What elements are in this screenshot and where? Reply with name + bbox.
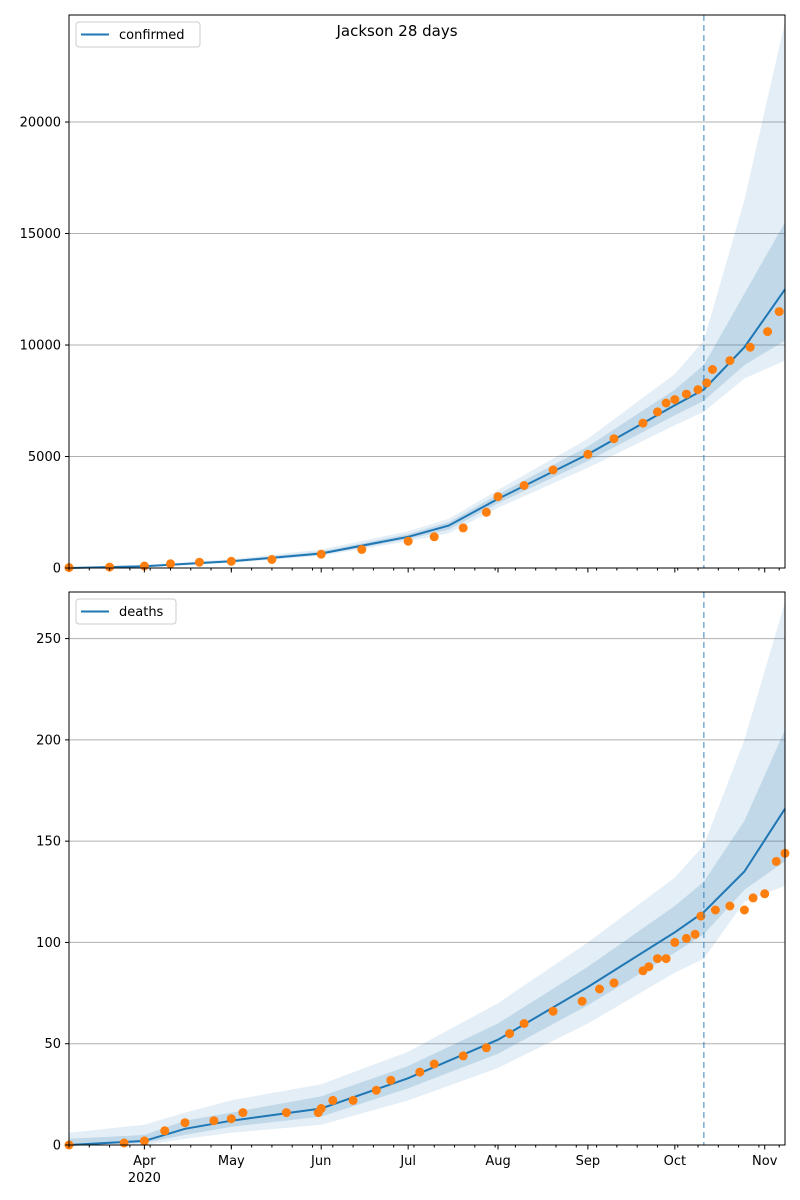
observed-point xyxy=(748,893,758,903)
observed-point xyxy=(371,1085,381,1095)
observed-point xyxy=(661,954,671,964)
y-tick-label: 150 xyxy=(36,835,61,850)
observed-point xyxy=(653,407,662,417)
observed-point xyxy=(226,1114,236,1124)
x-tick-label: Aug xyxy=(485,1154,510,1169)
observed-point xyxy=(638,418,648,428)
y-tick-label: 15000 xyxy=(20,227,61,242)
axes-frame xyxy=(68,14,786,569)
x-tick-label: Jun xyxy=(310,1154,331,1169)
observed-point xyxy=(458,523,468,533)
observed-point xyxy=(505,1029,515,1039)
deaths-panel: 0 50 100 150 200 250 Apr May Jun Jul Aug Sep Oct Nov 2… xyxy=(36,591,790,1186)
legend-box xyxy=(75,21,201,48)
observed-point xyxy=(725,901,735,911)
observed-point xyxy=(238,1108,248,1118)
observed-point xyxy=(160,1126,170,1136)
observed-point xyxy=(548,465,558,475)
observed-point xyxy=(548,1006,558,1016)
x-year-label: 2020 xyxy=(128,1171,161,1186)
observed-point xyxy=(403,536,413,546)
observed-point xyxy=(328,1095,338,1105)
y-tick-label: 10000 xyxy=(20,339,61,354)
x-tick-label: Sep xyxy=(576,1154,601,1169)
observed-point xyxy=(670,395,680,405)
observed-point xyxy=(681,389,691,399)
observed-point xyxy=(690,929,700,939)
observed-point xyxy=(609,434,619,444)
x-tick-label: Apr xyxy=(133,1154,156,1169)
observed-point xyxy=(316,549,326,559)
observed-point xyxy=(763,327,773,337)
legend-box xyxy=(75,598,177,625)
observed-point xyxy=(653,954,662,964)
y-tick-label: 200 xyxy=(36,733,61,748)
x-tick-label: May xyxy=(218,1154,245,1169)
observed-point xyxy=(670,937,680,947)
observed-point xyxy=(458,1051,468,1061)
observed-point xyxy=(681,933,691,943)
y-tick-label: 100 xyxy=(36,936,61,951)
observed-point xyxy=(583,449,593,459)
observed-point xyxy=(281,1108,291,1118)
uncertainty-band-outer xyxy=(69,21,785,568)
observed-point xyxy=(725,356,735,366)
observed-point xyxy=(771,856,781,866)
uncertainty-band-inner xyxy=(69,729,785,1145)
observed-point xyxy=(267,555,277,564)
observed-point xyxy=(209,1116,219,1126)
observed-point xyxy=(708,365,717,374)
observed-point xyxy=(348,1095,358,1105)
observed-point xyxy=(493,492,503,502)
observed-point xyxy=(595,984,604,994)
observed-point xyxy=(661,398,671,408)
y-tick-label: 20000 xyxy=(20,116,61,131)
x-tick-label: Nov xyxy=(752,1154,778,1169)
legend-label: deaths xyxy=(119,605,164,620)
uncertainty-band-outer xyxy=(69,602,785,1145)
observed-point xyxy=(166,559,175,569)
observed-point xyxy=(519,1019,529,1028)
observed-point xyxy=(386,1075,396,1085)
observed-point xyxy=(745,342,755,352)
observed-point xyxy=(774,307,784,317)
y-tick-label: 0 xyxy=(53,1139,61,1154)
observed-point xyxy=(481,1043,491,1053)
observed-point xyxy=(609,978,619,988)
y-tick-label: 50 xyxy=(44,1037,61,1052)
y-tick-label: 5000 xyxy=(28,450,61,465)
uncertainty-band-inner xyxy=(69,222,785,568)
legend-label: confirmed xyxy=(119,28,185,43)
observed-point xyxy=(577,996,587,1006)
observed-point xyxy=(194,557,204,567)
observed-point xyxy=(180,1118,190,1128)
observed-point xyxy=(226,556,236,566)
axes-frame xyxy=(68,591,786,1146)
observed-point xyxy=(429,1059,439,1069)
observed-point xyxy=(644,962,654,972)
observed-point xyxy=(105,562,115,572)
observed-point xyxy=(519,481,529,490)
y-tick-label: 250 xyxy=(36,632,61,647)
observed-point xyxy=(481,507,491,517)
observed-point xyxy=(316,1104,326,1113)
observed-point xyxy=(760,889,770,899)
y-tick-label: 0 xyxy=(53,562,61,577)
model-series-line xyxy=(68,808,786,1146)
figure-title: Jackson 28 days xyxy=(335,22,457,40)
observed-point xyxy=(710,905,720,915)
observed-point xyxy=(739,905,749,915)
observed-point xyxy=(429,532,439,542)
observed-point xyxy=(119,1138,129,1148)
observed-point xyxy=(357,545,367,554)
x-tick-label: Jul xyxy=(399,1154,416,1169)
confirmed-panel: 0 5000 10000 15000 20000 confirmed xyxy=(20,14,786,577)
x-tick-label: Oct xyxy=(664,1154,686,1169)
observed-point xyxy=(693,385,703,395)
observed-point xyxy=(139,1136,149,1146)
observed-point xyxy=(415,1067,425,1077)
